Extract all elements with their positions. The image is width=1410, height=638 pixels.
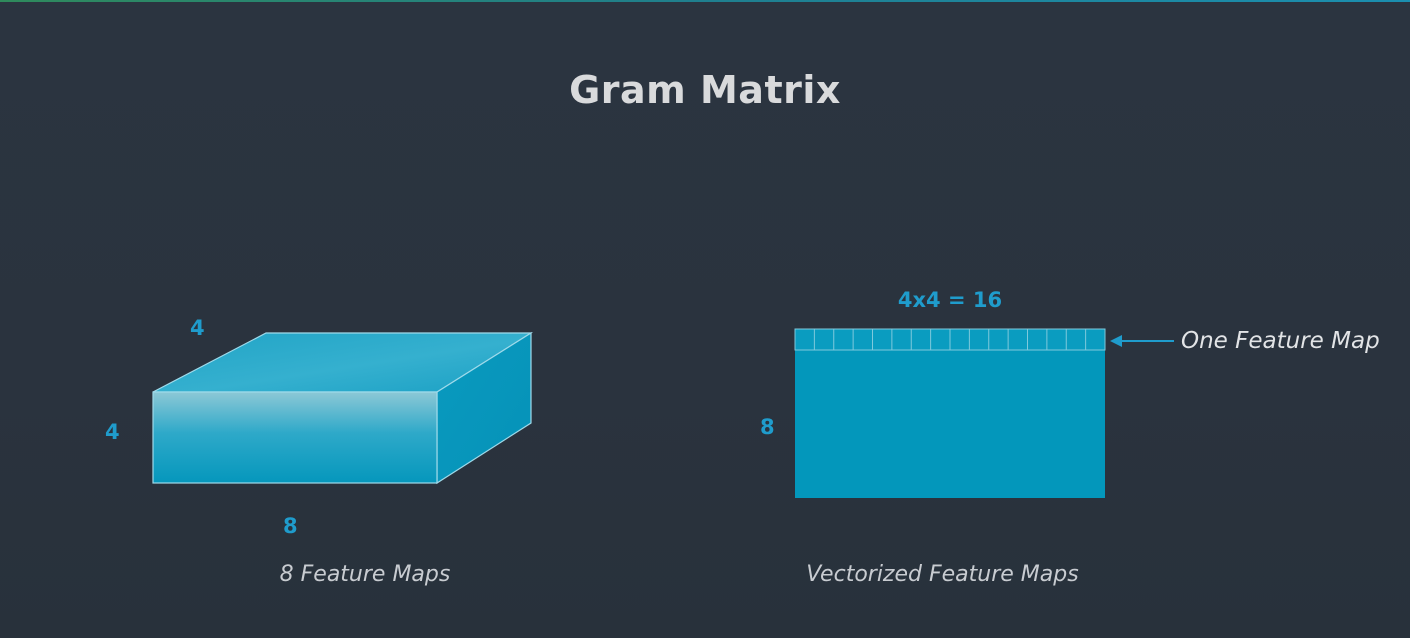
- height-label: 4: [105, 420, 120, 444]
- right-caption: Vectorized Feature Maps: [806, 562, 1079, 587]
- feature-maps-box: [152, 331, 534, 485]
- feature-map-arrow: [1110, 335, 1174, 347]
- depth-label: 4: [190, 316, 205, 340]
- vectorized-matrix: [794, 328, 1106, 498]
- feature-map-row: [794, 328, 1106, 351]
- matrix-body: [795, 329, 1105, 498]
- one-feature-map-label: One Feature Map: [1181, 328, 1380, 354]
- left-caption: 8 Feature Maps: [279, 562, 451, 587]
- page-title: Gram Matrix: [569, 68, 841, 112]
- arrow-head: [1110, 335, 1122, 347]
- box-front-face: [152, 391, 438, 484]
- top-accent-line: [0, 0, 1410, 2]
- vector-height-label: 8: [760, 415, 775, 439]
- vector-width-label: 4x4 = 16: [897, 288, 1003, 312]
- width-label: 8: [283, 514, 298, 538]
